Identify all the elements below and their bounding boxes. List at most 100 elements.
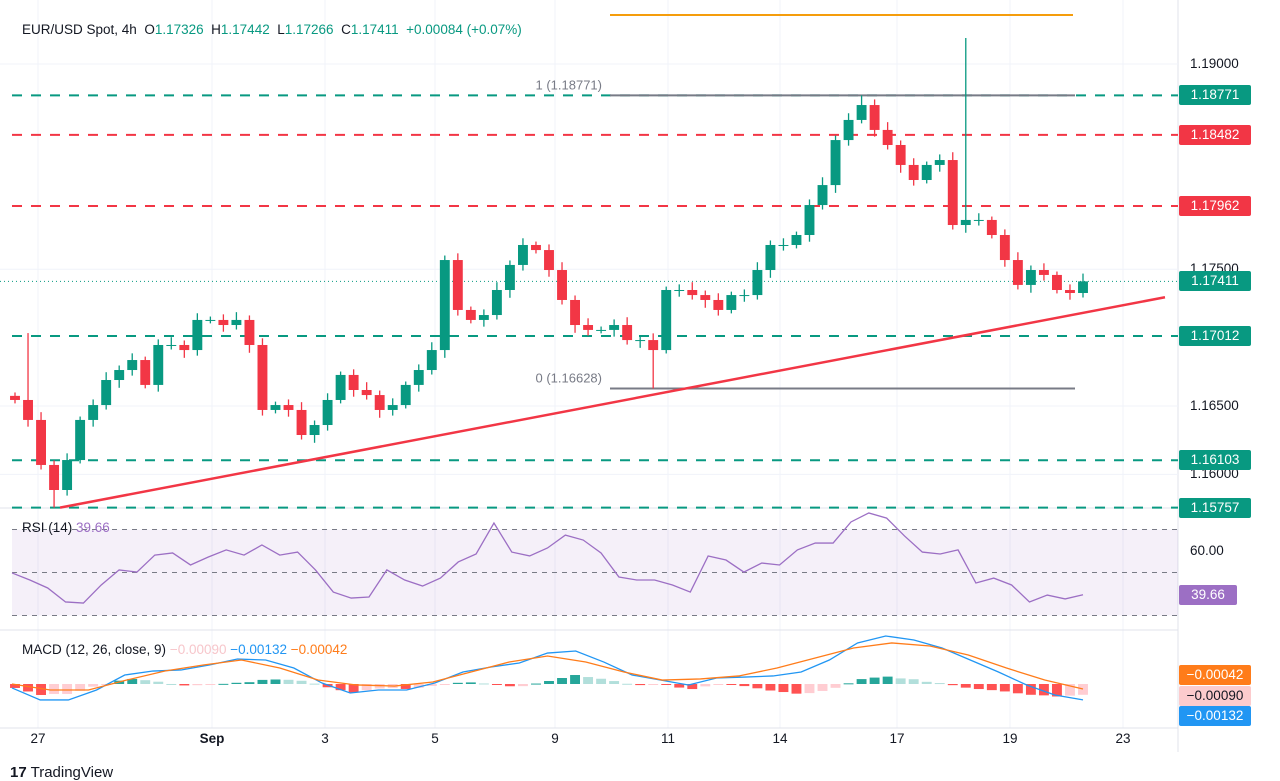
candle-body bbox=[583, 325, 594, 330]
candle-body bbox=[804, 205, 815, 235]
macd-histogram-bar bbox=[36, 684, 46, 695]
macd-signal-value: −0.00042 bbox=[290, 642, 348, 657]
x-tick-label: 23 bbox=[1115, 731, 1131, 746]
macd-histogram-bar bbox=[504, 684, 515, 687]
macd-histogram-bar bbox=[296, 680, 307, 684]
candle-body bbox=[570, 299, 580, 326]
macd-histogram-bar bbox=[674, 684, 685, 688]
macd-histogram-bar bbox=[231, 682, 242, 684]
candle-body bbox=[921, 164, 932, 181]
macd-histogram-bar bbox=[895, 678, 906, 684]
candle-body bbox=[648, 340, 659, 351]
candle-body bbox=[544, 250, 554, 271]
macd-histogram-bar bbox=[426, 684, 437, 686]
candle-body bbox=[491, 289, 502, 316]
macd-histogram-bar bbox=[62, 684, 73, 694]
macd-histogram-bar bbox=[49, 684, 60, 694]
candle-body bbox=[166, 344, 177, 346]
candle-body bbox=[635, 340, 646, 342]
level-price-label: 1.17012 bbox=[1179, 325, 1251, 346]
change-value: +0.00084 (+0.07%) bbox=[406, 22, 522, 37]
candle-body bbox=[1012, 260, 1023, 285]
candle-body bbox=[88, 405, 99, 420]
candle-body bbox=[153, 344, 164, 385]
macd-histogram-bar bbox=[596, 678, 607, 684]
macd-histogram-bar bbox=[88, 684, 99, 687]
candle-body bbox=[986, 219, 997, 235]
candle-body bbox=[283, 405, 294, 410]
high-label: H bbox=[211, 22, 221, 37]
candle-body bbox=[856, 105, 867, 120]
candle-body bbox=[426, 350, 437, 371]
x-tick-label: 9 bbox=[551, 731, 559, 746]
macd-histogram-bar bbox=[765, 684, 776, 691]
candle-body bbox=[674, 289, 685, 291]
macd-histogram-bar bbox=[439, 684, 450, 685]
macd-histogram-bar bbox=[999, 684, 1010, 692]
candle-body bbox=[361, 389, 372, 396]
macd-histogram-bar bbox=[986, 684, 997, 691]
macd-histogram-bar bbox=[843, 683, 854, 685]
candle-body bbox=[778, 244, 789, 246]
macd-histogram-bar bbox=[348, 684, 359, 693]
macd-histogram-bar bbox=[934, 683, 945, 685]
candle-body bbox=[452, 260, 463, 310]
tv-logo-icon: 17 bbox=[10, 764, 27, 781]
macd-histogram-bar bbox=[153, 681, 164, 684]
candle-body bbox=[882, 129, 893, 145]
candle-body bbox=[62, 460, 73, 490]
macd-histogram-bar bbox=[531, 683, 541, 685]
candle-body bbox=[10, 395, 20, 400]
candle-body bbox=[1078, 281, 1088, 294]
trendline bbox=[59, 296, 1166, 509]
macd-histogram-bar bbox=[583, 677, 594, 684]
macd-histogram-bar bbox=[127, 678, 138, 684]
candle-body bbox=[127, 360, 138, 371]
candle-body bbox=[830, 140, 841, 186]
macd-histogram-bar bbox=[452, 682, 463, 684]
candle-body bbox=[231, 319, 242, 326]
macd-histogram-bar bbox=[700, 684, 711, 687]
macd-histogram-bar bbox=[622, 683, 633, 685]
candle-body bbox=[895, 144, 906, 165]
candle-body bbox=[192, 319, 203, 351]
open-value: 1.17326 bbox=[154, 22, 204, 37]
symbol-title: EUR/USD Spot, 4h bbox=[22, 22, 137, 37]
candle-body bbox=[739, 295, 750, 297]
macd-histogram-bar bbox=[908, 679, 919, 684]
candle-body bbox=[413, 370, 424, 385]
macd-hist-value: −0.00090 bbox=[169, 642, 227, 657]
macd-histogram-bar bbox=[270, 679, 281, 684]
current-price-label: 1.17411 bbox=[1179, 271, 1251, 292]
candle-body bbox=[973, 219, 984, 221]
macd-histogram-bar bbox=[309, 683, 320, 685]
macd-histogram-bar bbox=[869, 677, 880, 684]
macd-histogram-bar bbox=[973, 684, 984, 690]
candle-body bbox=[439, 260, 450, 351]
macd-histogram-bar bbox=[23, 684, 33, 692]
candle-body bbox=[752, 270, 763, 296]
candle-body bbox=[270, 405, 281, 410]
rsi-axis-60: 60.00 bbox=[1190, 543, 1224, 558]
candle-body bbox=[179, 344, 190, 351]
low-value: 1.17266 bbox=[284, 22, 334, 37]
level-price-label: 1.18771 bbox=[1179, 85, 1251, 106]
candle-body bbox=[322, 399, 333, 426]
candle-body bbox=[49, 464, 60, 490]
rsi-value: 39.66 bbox=[76, 520, 110, 535]
macd-histogram-bar bbox=[817, 684, 828, 691]
y-tick-label: 1.19000 bbox=[1190, 56, 1239, 71]
macd-histogram-bar bbox=[1052, 684, 1062, 697]
open-label: O bbox=[144, 22, 155, 37]
macd-histogram-bar bbox=[1025, 684, 1036, 695]
macd-histogram-bar bbox=[713, 684, 724, 685]
close-value: 1.17411 bbox=[350, 22, 399, 37]
candle-body bbox=[218, 319, 229, 326]
macd-histogram-bar bbox=[960, 684, 971, 688]
macd-histogram-bar bbox=[361, 684, 372, 691]
y-tick-label: 1.16000 bbox=[1190, 466, 1239, 482]
macd-histogram-bar bbox=[726, 684, 737, 685]
fib-label: 1 (1.18771) bbox=[536, 77, 603, 92]
macd-histogram-bar bbox=[491, 684, 502, 685]
